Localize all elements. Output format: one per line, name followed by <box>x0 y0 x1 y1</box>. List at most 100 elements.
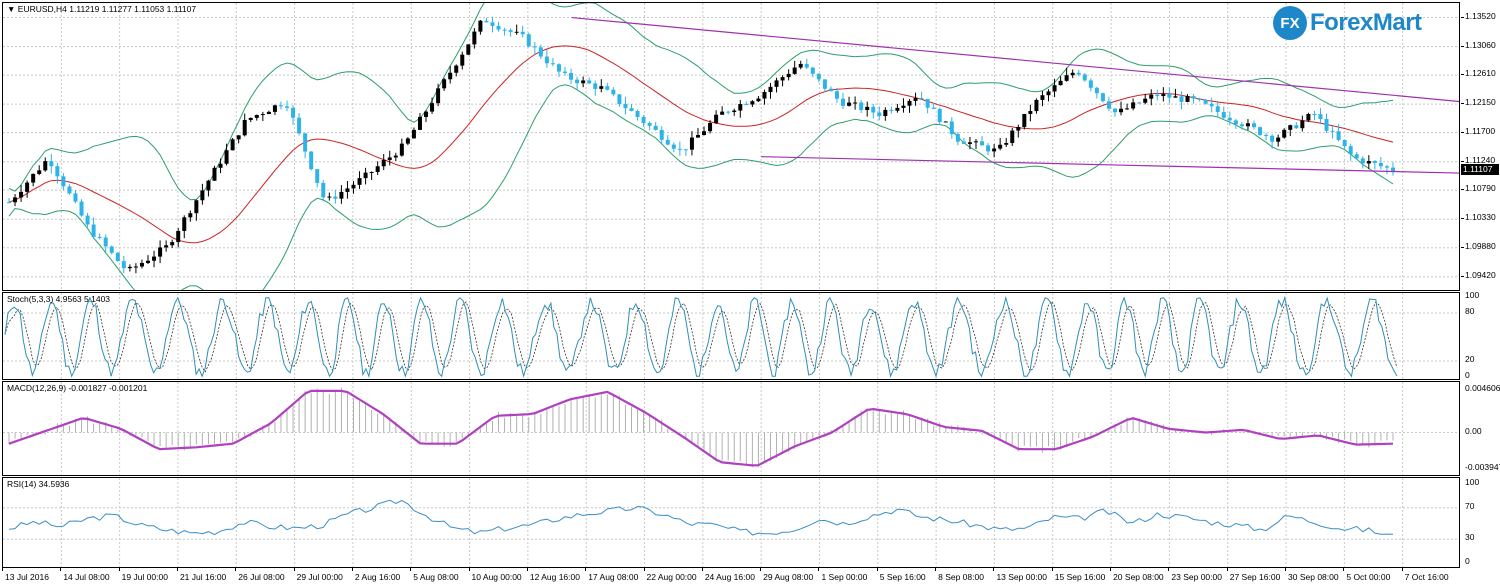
candle-body <box>254 115 259 118</box>
x-tick <box>701 568 703 571</box>
candle-body <box>695 135 700 138</box>
candle-body <box>121 261 126 269</box>
macd-signal-line <box>8 389 1394 467</box>
candle-body <box>1203 99 1208 104</box>
candle-body <box>1034 99 1039 112</box>
candle-body <box>677 148 682 150</box>
stoch-y-tick-label: 20 <box>1465 354 1475 364</box>
candle-body <box>460 54 465 66</box>
dropdown-triangle-icon[interactable]: ▼ <box>7 4 18 14</box>
candle-body <box>1282 129 1287 138</box>
candle-body <box>1052 85 1057 92</box>
candle-body <box>804 63 809 68</box>
candle-body <box>1155 94 1160 97</box>
candle-body <box>496 25 501 30</box>
candle-body <box>206 180 211 191</box>
candle-body <box>1125 108 1130 110</box>
rsi-panel[interactable]: RSI(14) 34.5936 <box>2 477 1460 568</box>
candle-body <box>617 94 622 105</box>
trendline-upper <box>571 16 1459 103</box>
candle-body <box>417 116 422 130</box>
candle-body <box>1264 134 1269 136</box>
candle-body <box>1360 158 1365 164</box>
candle-body <box>1245 123 1250 127</box>
price-y-tick-label: 1.09420 <box>1465 269 1496 280</box>
candle-body <box>647 122 652 126</box>
candle-body <box>635 110 640 117</box>
candle-body <box>339 191 344 199</box>
candle-body <box>158 247 163 257</box>
candle-body <box>399 143 404 156</box>
time-x-tick-label: 13 Jul 2016 <box>5 572 49 582</box>
y-tick <box>1461 218 1464 220</box>
macd-y-tick-label: 0.004606 <box>1465 382 1500 393</box>
y-tick <box>1461 45 1464 47</box>
candle-body <box>152 256 157 261</box>
candle-body <box>1070 72 1075 76</box>
candle-body <box>961 141 966 144</box>
candle-body <box>943 121 948 123</box>
time-x-tick-label: 22 Aug 00:00 <box>646 572 697 582</box>
y-tick <box>1461 103 1464 105</box>
y-tick <box>1461 16 1464 18</box>
x-tick <box>293 568 295 571</box>
candle-body <box>309 151 314 170</box>
candle-body <box>502 29 507 31</box>
candle-body <box>508 30 513 32</box>
candle-body <box>1366 161 1371 164</box>
candle-body <box>1137 102 1142 104</box>
macd-panel[interactable]: MACD(12,26,9) -0.001827 -0.001201 <box>2 381 1460 476</box>
candle-body <box>200 190 205 201</box>
price-y-tick-label: 1.13520 <box>1465 10 1496 21</box>
price-panel[interactable]: ▼ EURUSD,H4 1.11219 1.11277 1.11053 1.11… <box>2 2 1460 291</box>
candle-body <box>490 22 495 26</box>
candle-body <box>925 98 930 108</box>
candle-body <box>478 20 483 32</box>
time-x-tick-label: 19 Jul 00:00 <box>121 572 168 582</box>
candle-body <box>538 47 543 57</box>
x-tick <box>118 568 120 571</box>
macd-y-tick-label: 0.00 <box>1465 425 1482 436</box>
candle-body <box>563 71 568 73</box>
candle-body <box>1016 126 1021 131</box>
candle-body <box>532 46 537 48</box>
forexmart-logo: FX ForexMart <box>1273 6 1422 40</box>
candle-body <box>1288 125 1293 130</box>
x-tick <box>1343 568 1345 571</box>
time-x-tick-label: 24 Aug 16:00 <box>704 572 755 582</box>
candle-body <box>97 236 102 238</box>
time-x-tick-label: 13 Sep 00:00 <box>996 572 1048 582</box>
candle-body <box>762 92 767 99</box>
candle-body <box>37 170 42 174</box>
candle-body <box>91 224 96 237</box>
candle-body <box>176 230 181 243</box>
candle-body <box>544 56 549 64</box>
x-tick <box>1051 568 1053 571</box>
candle-body <box>405 138 410 144</box>
candle-body <box>913 98 918 101</box>
candle-body <box>345 188 350 192</box>
candle-body <box>133 266 138 268</box>
candle-body <box>1294 125 1299 129</box>
candle-body <box>1028 111 1033 114</box>
candle-body <box>1378 162 1383 167</box>
candle-body <box>955 134 960 142</box>
candle-body <box>774 80 779 87</box>
candle-body <box>242 119 247 136</box>
candle-body <box>1342 139 1347 147</box>
candle-body <box>381 159 386 167</box>
time-x-tick-label: 20 Sep 08:00 <box>1113 572 1164 582</box>
candle-body <box>139 262 144 267</box>
candle-body <box>61 176 66 187</box>
stochastic-panel[interactable]: Stoch(5,3,3) 4.9563 5.1403 <box>2 292 1460 380</box>
candle-body <box>756 98 761 102</box>
candle-body <box>822 79 827 89</box>
time-x-tick-label: 7 Oct 16:00 <box>1404 572 1449 582</box>
candle-body <box>1227 117 1232 121</box>
candle-body <box>25 182 30 192</box>
x-tick <box>1285 568 1287 571</box>
last-price-tag: 1.11107 <box>1461 163 1499 175</box>
candle-body <box>411 129 416 139</box>
bollinger-lower-line <box>8 84 1394 290</box>
candle-body <box>1173 96 1178 98</box>
